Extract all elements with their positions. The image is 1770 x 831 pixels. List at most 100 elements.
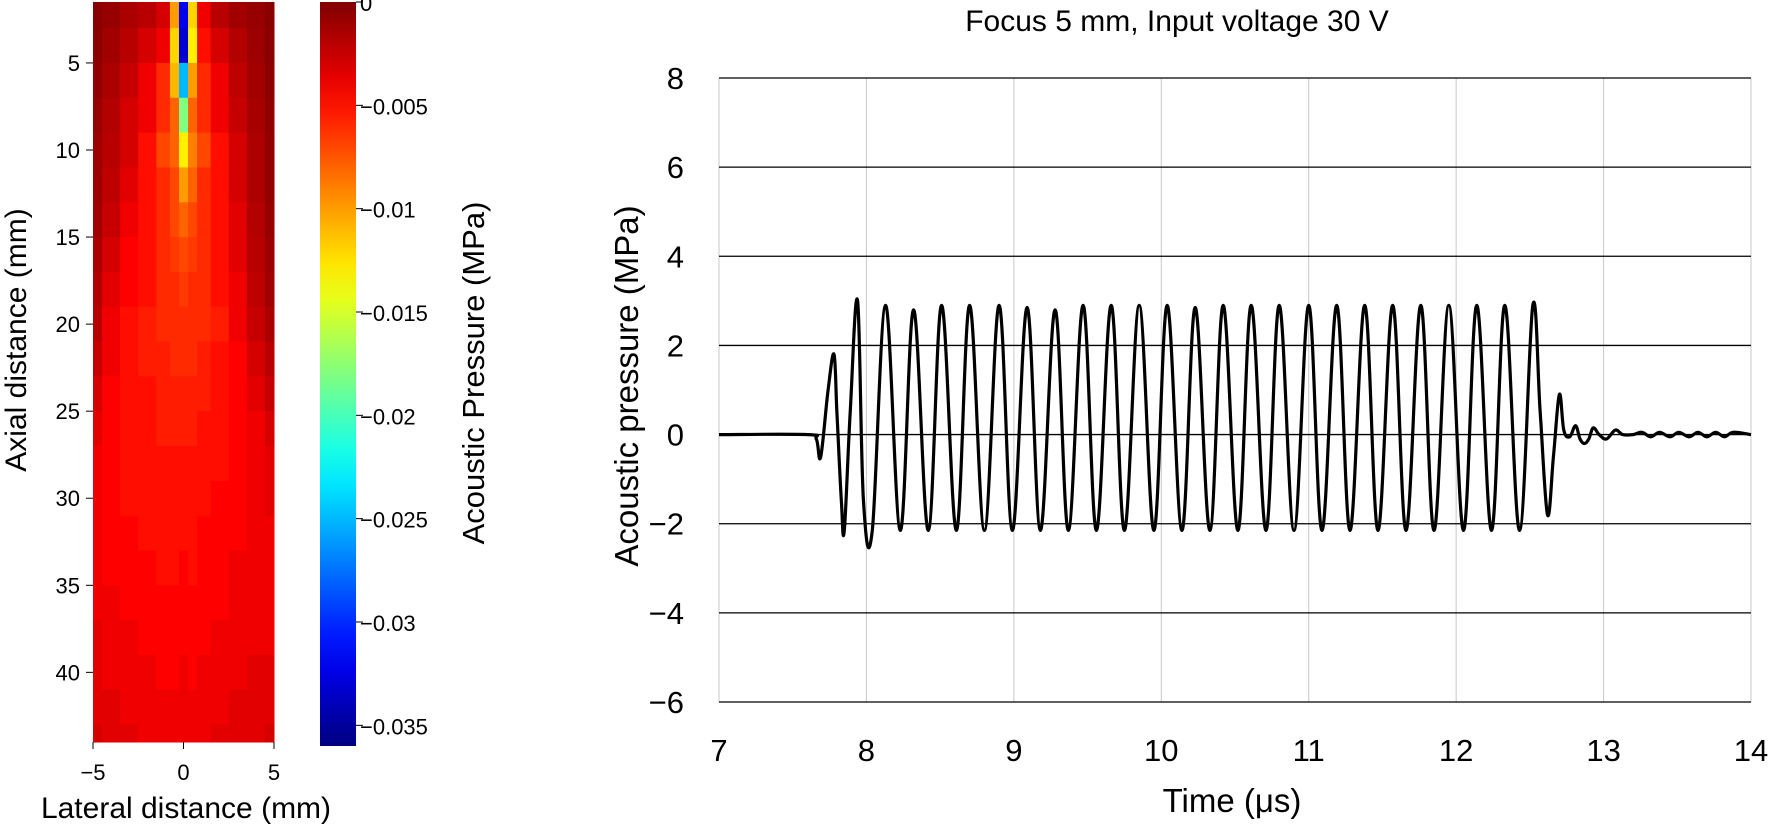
heatmap-cell (264, 202, 275, 238)
heatmap-cell (102, 2, 121, 29)
heatmap-cell (178, 654, 189, 691)
heatmap-cell (188, 28, 198, 64)
heatmap-cell (246, 689, 266, 726)
heatmap-cell (246, 62, 266, 99)
heatmap-cell (102, 411, 121, 447)
heatmap-cell (210, 306, 230, 343)
line-chart-x-tick-label: 13 (1586, 733, 1620, 768)
heatmap-cell (156, 202, 171, 238)
heatmap-cell (228, 724, 248, 743)
heatmap-cell (188, 237, 198, 273)
heatmap-cell (210, 28, 230, 64)
heatmap-cell (210, 237, 230, 273)
line-chart-grid (718, 77, 1752, 703)
heatmap-y-tick-label: 5 (68, 51, 80, 76)
heatmap-x-tick-label: −5 (80, 760, 105, 785)
heatmap-cell (264, 620, 275, 656)
heatmap-cell (178, 341, 189, 377)
heatmap-cell (264, 306, 275, 343)
heatmap-cell (156, 585, 171, 621)
heatmap-cell (156, 411, 171, 447)
heatmap-cell (197, 585, 212, 621)
heatmap-cell (197, 411, 212, 447)
heatmap-cell (228, 202, 248, 238)
heatmap-cell (120, 515, 139, 551)
heatmap-cell (102, 132, 121, 168)
heatmap-cell (210, 97, 230, 134)
heatmap-cell (93, 237, 103, 273)
heatmap-cell (156, 689, 171, 726)
line-chart-x-ticks: 7 8 9 10 11 12 13 14 (710, 733, 1768, 768)
heatmap-cell (210, 550, 230, 586)
heatmap-cell (228, 28, 248, 64)
heatmap-cell (120, 341, 139, 377)
heatmap-cell (246, 237, 266, 273)
heatmap-cell (188, 724, 198, 743)
heatmap-cell (178, 411, 189, 447)
heatmap-cell (188, 167, 198, 203)
heatmap-cell (246, 585, 266, 621)
heatmap-cell (93, 480, 103, 517)
heatmap-cell (228, 689, 248, 726)
heatmap-cell (102, 376, 121, 412)
heatmap-cell (102, 271, 121, 308)
heatmap-cell (197, 237, 212, 273)
colorbar-tick-label: −0.035 (360, 714, 428, 739)
heatmap-cell (264, 480, 275, 517)
colorbar-tick-label: −0.015 (360, 301, 428, 326)
heatmap-cell (246, 271, 266, 308)
heatmap-cell (102, 167, 121, 203)
line-chart-y-tick-label: −6 (649, 685, 684, 720)
heatmap-cell (228, 376, 248, 412)
heatmap-cell (210, 376, 230, 412)
heatmap-cell (169, 654, 180, 691)
heatmap-cell (188, 132, 198, 168)
heatmap-cell (138, 62, 157, 99)
heatmap-cell (156, 167, 171, 203)
heatmap-cell (156, 654, 171, 691)
heatmap-cell (264, 550, 275, 586)
colorbar-ticks: 0 −0.005 −0.01 −0.015 −0.02 −0.025 −0.03 −0.035 (356, 0, 428, 739)
heatmap-y-tick-label: 40 (56, 660, 80, 685)
heatmap-y-axis-label: Axial distance (mm) (0, 208, 33, 471)
heatmap-cell (228, 550, 248, 586)
heatmap-cell (93, 341, 103, 377)
heatmap-cell (210, 689, 230, 726)
heatmap-cell (93, 376, 103, 412)
heatmap-cell (93, 585, 103, 621)
heatmap-cell (264, 271, 275, 308)
line-chart-y-tick-label: 4 (667, 239, 684, 274)
heatmap-cell (93, 411, 103, 447)
heatmap-cell (120, 97, 139, 134)
heatmap-cell (246, 306, 266, 343)
heatmap-x-tick-label: 0 (177, 760, 189, 785)
heatmap-cell (246, 411, 266, 447)
heatmap-cell (210, 446, 230, 482)
heatmap-cell (156, 724, 171, 743)
heatmap-cell (93, 97, 103, 134)
heatmap-cell (138, 376, 157, 412)
heatmap-x-ticks: −5 0 5 (80, 742, 280, 785)
heatmap-cell (169, 515, 180, 551)
heatmap-cell (169, 550, 180, 586)
heatmap-cell (120, 167, 139, 203)
heatmap-cell (93, 202, 103, 238)
heatmap-cell (102, 97, 121, 134)
heatmap-cell (188, 620, 198, 656)
heatmap-cell (210, 2, 230, 29)
heatmap-cell (102, 446, 121, 482)
heatmap-cell (120, 376, 139, 412)
heatmap-cell (188, 271, 198, 308)
heatmap-cell (102, 202, 121, 238)
heatmap-cell (156, 97, 171, 134)
heatmap-cell (188, 306, 198, 343)
heatmap-cell (138, 28, 157, 64)
heatmap-cell (210, 411, 230, 447)
heatmap-cell (156, 2, 171, 29)
line-chart-x-tick-label: 14 (1734, 733, 1768, 768)
heatmap-cell (210, 202, 230, 238)
heatmap-cell (156, 132, 171, 168)
heatmap-cell (178, 480, 189, 517)
heatmap-cell (264, 62, 275, 99)
heatmap-cell (210, 515, 230, 551)
